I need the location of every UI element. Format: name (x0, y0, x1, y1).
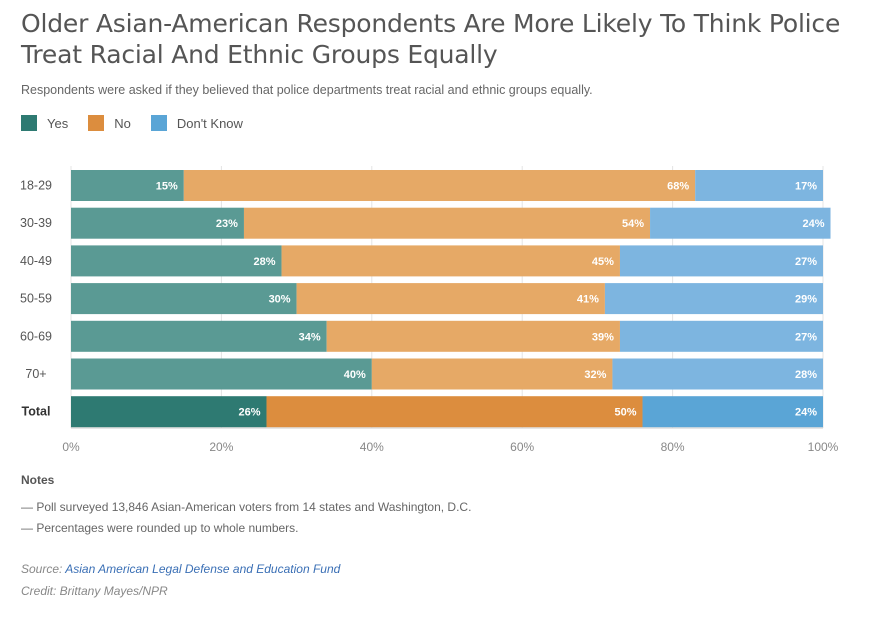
bar-segment-yes (71, 396, 267, 428)
data-label: 17% (795, 181, 817, 193)
legend-swatch-yes (21, 115, 37, 131)
chart-title: Older Asian-American Respondents Are Mor… (21, 9, 841, 69)
data-label: 30% (269, 294, 291, 306)
x-tick-label: 0% (62, 440, 80, 454)
category-label: 50-59 (20, 292, 52, 306)
bar-segment-yes (71, 170, 184, 201)
data-label: 41% (577, 294, 599, 306)
bar-segment-don-t-know (604, 283, 823, 315)
legend-label-no: No (114, 115, 131, 131)
bar-segment-don-t-know (619, 245, 823, 277)
x-tick-label: 60% (510, 440, 534, 454)
legend-item-dont-know: Don't Know (150, 115, 243, 131)
legend-label-yes: Yes (47, 115, 69, 131)
legend-label-dont-know: Don't Know (176, 115, 243, 131)
source-line: Source: Asian American Legal Defense and… (21, 562, 340, 576)
category-label: 40-49 (20, 254, 52, 268)
legend-item-no: No (88, 115, 131, 131)
x-axis-ticks: 0% 20% 40% 60% 80% 100% (62, 427, 839, 454)
credit-line: Credit: Brittany Mayes/NPR (21, 584, 168, 598)
data-label: 54% (622, 218, 644, 230)
data-label: 23% (216, 218, 238, 230)
data-label: 50% (614, 407, 636, 419)
bar-segment-yes (71, 207, 244, 239)
source-prefix: Source: (21, 562, 66, 576)
chart-subtitle: Respondents were asked if they believed … (21, 83, 593, 97)
bar-segment-don-t-know (650, 207, 831, 239)
bar-segment-don-t-know (695, 170, 823, 201)
data-label: 24% (802, 218, 824, 230)
bar-segment-no (266, 396, 643, 428)
bar-segment-don-t-know (612, 358, 823, 390)
data-label: 32% (584, 369, 606, 381)
data-label: 27% (795, 256, 817, 268)
x-tick-label: 80% (661, 440, 685, 454)
data-label: 26% (238, 407, 260, 419)
bar-segment-yes (71, 283, 297, 315)
x-tick-label: 20% (209, 440, 233, 454)
stacked-bar-chart: 15% 68% 17% 23% 54% 24% 28% 45% 27% 30% 41% 29% 34% 3… (20, 166, 839, 454)
bar-segment-no (326, 320, 620, 352)
data-label: 34% (299, 331, 321, 343)
category-label: 18-29 (20, 179, 52, 193)
bar-segment-no (371, 358, 613, 390)
legend-swatch-dont-know (150, 115, 167, 131)
data-label: 15% (156, 181, 178, 193)
bar-segment-yes (71, 245, 282, 277)
x-tick-label: 40% (360, 440, 384, 454)
data-label: 68% (667, 181, 689, 193)
bar-segment-no (296, 283, 605, 315)
note-line-1: — Poll surveyed 13,846 Asian-American vo… (21, 500, 472, 514)
legend: Yes No Don't Know (21, 115, 263, 131)
bar-segment-don-t-know (642, 396, 823, 428)
source-link[interactable]: Asian American Legal Defense and Educati… (65, 562, 341, 576)
bar-segment-yes (71, 320, 327, 352)
data-label: 40% (344, 369, 366, 381)
bar-segment-yes (71, 358, 372, 390)
note-line-2: — Percentages were rounded up to whole n… (21, 521, 299, 535)
notes-heading: Notes (21, 473, 55, 487)
bar-segment-no (183, 170, 696, 201)
x-tick-label: 100% (808, 440, 839, 454)
bar-segment-don-t-know (619, 320, 823, 352)
category-label: Total (22, 405, 51, 419)
bar-segment-no (243, 207, 651, 239)
data-label: 39% (592, 331, 614, 343)
category-label: 30-39 (20, 216, 52, 230)
bars: 15% 68% 17% 23% 54% 24% 28% 45% 27% 30% 41% 29% 34% 3… (71, 170, 831, 428)
data-label: 27% (795, 331, 817, 343)
bar-segment-no (281, 245, 620, 277)
data-label: 28% (795, 369, 817, 381)
legend-item-yes: Yes (21, 115, 68, 131)
data-label: 28% (254, 256, 276, 268)
notes-section: Notes — Poll surveyed 13,846 Asian-Ameri… (21, 473, 471, 542)
data-label: 45% (592, 256, 614, 268)
data-label: 29% (795, 294, 817, 306)
data-label: 24% (795, 407, 817, 419)
category-labels: 18-29 30-39 40-49 50-59 60-69 70+ Total (20, 179, 52, 419)
legend-swatch-no (88, 115, 105, 131)
category-label: 70+ (25, 367, 46, 381)
category-label: 60-69 (20, 329, 52, 343)
